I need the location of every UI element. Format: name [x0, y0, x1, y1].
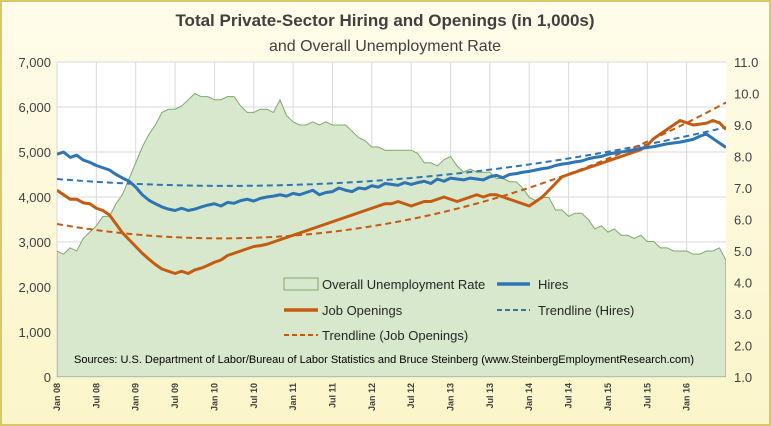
- y-right-tick-label: 2.0: [734, 339, 752, 354]
- y-left-tick-label: 5,000: [18, 145, 51, 160]
- y-right-tick-label: 1.0: [734, 370, 752, 385]
- y-right-tick-label: 3.0: [734, 307, 752, 322]
- y-right-tick-label: 6.0: [734, 213, 752, 228]
- y-right-tick-label: 7.0: [734, 181, 752, 196]
- legend-label-trendline-job-openings: Trendline (Job Openings): [322, 328, 468, 343]
- trendline-hires: [57, 126, 726, 187]
- legend-label-hires: Hires: [538, 277, 569, 292]
- x-tick-label: Jul 12: [406, 383, 416, 409]
- x-tick-label: Jan 09: [131, 383, 141, 411]
- legend-swatch-unemployment: [283, 277, 319, 291]
- legend-label-trendline-hires: Trendline (Hires): [538, 303, 634, 318]
- series-hires: [57, 132, 726, 212]
- series-job-openings: [57, 119, 726, 275]
- x-tick-label: Jul 14: [564, 383, 574, 409]
- legend-label-unemployment: Overall Unemployment Rate: [322, 277, 485, 292]
- x-tick-label: Jan 08: [52, 383, 62, 411]
- x-tick-label: Jan 15: [603, 383, 613, 411]
- area-unemployment-rate: [57, 92, 726, 377]
- x-tick-label: Jan 11: [288, 383, 298, 411]
- x-tick-label: Jan 12: [367, 383, 377, 411]
- x-tick-label: Jul 11: [327, 383, 337, 408]
- y-left-tick-label: 1,000: [18, 325, 51, 340]
- x-axis: Jan 08 Jul 08 Jan 09 Jul 09 Jan 10 Jul 10 Jan …: [52, 383, 692, 411]
- y-left-tick-label: 6,000: [18, 100, 51, 115]
- area-layer: [57, 92, 726, 377]
- y-left-tick-label: 0: [44, 370, 51, 385]
- legend: Overall Unemployment Rate Hires Job Open…: [283, 277, 634, 343]
- y-right-tick-label: 10.0: [734, 87, 759, 102]
- left-axis: 0 1,000 2,000 3,000 4,000 5,000 6,000 7,000: [18, 55, 51, 385]
- legend-label-job-openings: Job Openings: [322, 303, 403, 318]
- y-left-tick-label: 7,000: [18, 55, 51, 70]
- y-right-tick-label: 11.0: [734, 55, 758, 70]
- right-axis: 1.0 2.0 3.0 4.0 5.0 6.0 7.0 8.0 9.0 10.0 11.0: [734, 55, 759, 385]
- chart-title: Total Private-Sector Hiring and Openings…: [175, 11, 594, 30]
- lines-layer: [57, 101, 726, 275]
- x-tick-label: Jan 16: [682, 383, 692, 411]
- x-tick-label: Jan 14: [524, 383, 534, 411]
- x-tick-label: Jul 15: [642, 383, 652, 409]
- x-tick-label: Jul 10: [249, 383, 259, 409]
- x-tick-label: Jul 08: [91, 383, 101, 409]
- y-left-tick-label: 4,000: [18, 190, 51, 205]
- y-right-tick-label: 9.0: [734, 118, 752, 133]
- x-tick-label: Jul 09: [170, 383, 180, 409]
- x-tick-label: Jul 13: [485, 383, 495, 409]
- source-note: Sources: U.S. Department of Labor/Bureau…: [74, 354, 694, 366]
- y-right-tick-label: 8.0: [734, 150, 752, 165]
- x-tick-label: Jan 13: [446, 383, 456, 411]
- y-left-tick-label: 3,000: [18, 235, 51, 250]
- y-left-tick-label: 2,000: [18, 280, 51, 295]
- trendline-job-openings: [57, 101, 726, 240]
- y-right-tick-label: 5.0: [734, 244, 752, 259]
- chart-subtitle: and Overall Unemployment Rate: [269, 38, 501, 55]
- y-right-tick-label: 4.0: [734, 276, 752, 291]
- x-tick-label: Jan 10: [209, 383, 219, 411]
